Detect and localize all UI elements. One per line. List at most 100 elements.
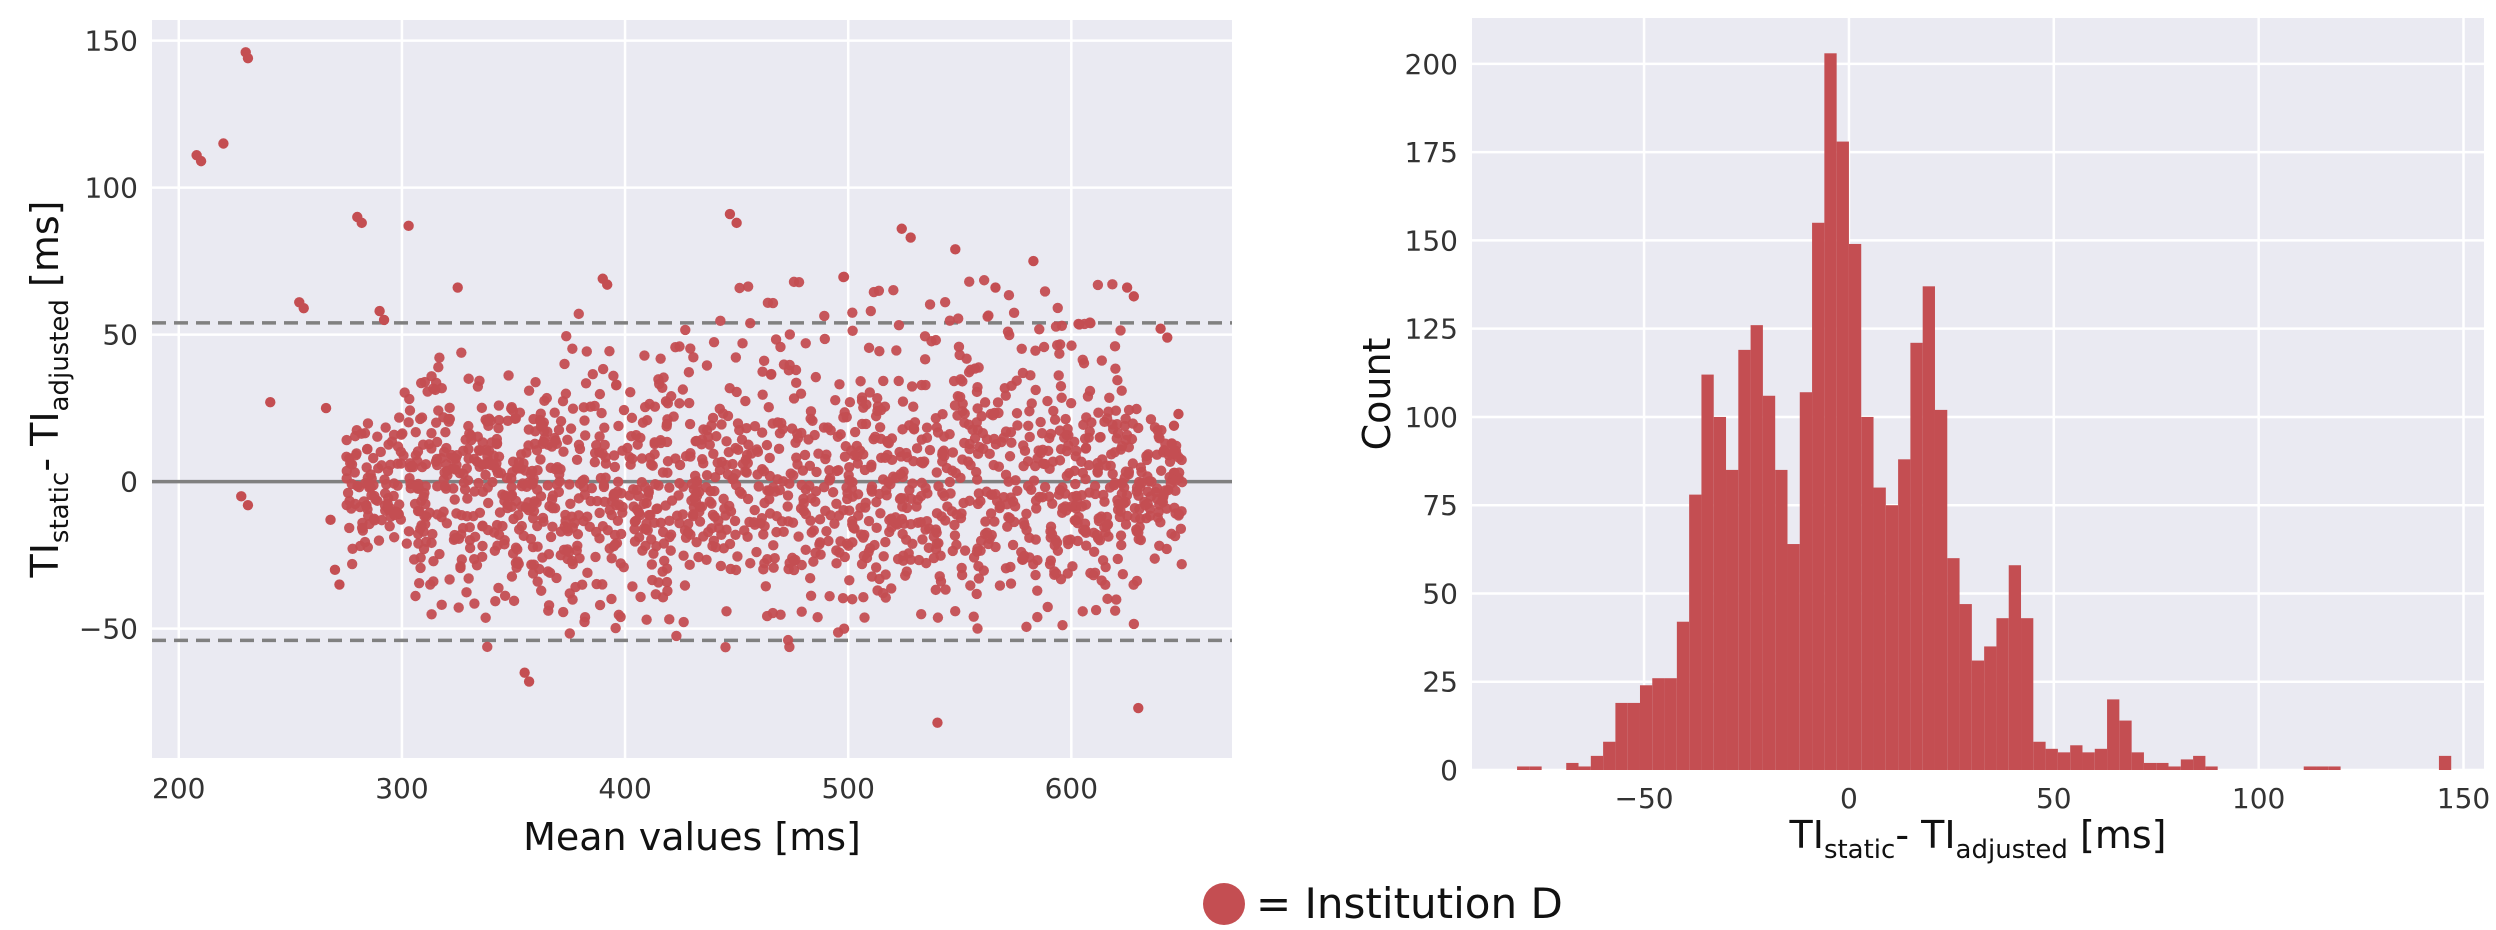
data-point [831, 545, 842, 556]
data-point [959, 545, 971, 556]
data-point [757, 366, 768, 377]
data-point [810, 496, 821, 507]
histogram-bar [1984, 646, 1997, 770]
data-point [1149, 553, 1160, 564]
data-point [298, 302, 309, 314]
data-point [731, 217, 742, 229]
data-point [734, 486, 746, 497]
data-point [749, 504, 760, 516]
histogram-bar [2021, 618, 2034, 770]
data-point [526, 559, 537, 570]
data-point [895, 468, 906, 480]
data-point [701, 360, 713, 371]
data-point [435, 453, 447, 464]
data-point [436, 599, 447, 611]
data-point [1053, 370, 1064, 381]
data-point [744, 516, 755, 528]
data-point [737, 458, 749, 470]
data-point [903, 548, 914, 559]
data-point [444, 402, 455, 414]
data-point [1173, 510, 1184, 521]
histogram-bar [2193, 755, 2206, 770]
histogram-bar [1750, 325, 1763, 770]
data-point [814, 514, 826, 525]
data-point [680, 324, 691, 336]
data-point [1055, 381, 1067, 392]
data-point [741, 467, 752, 478]
data-point [847, 537, 858, 548]
data-point [921, 422, 933, 433]
data-point [635, 591, 646, 603]
data-point [852, 458, 863, 469]
data-point [464, 428, 475, 439]
data-point [932, 612, 944, 623]
data-point [469, 598, 480, 609]
data-point [732, 551, 743, 562]
data-point [648, 548, 659, 559]
data-point [685, 343, 696, 354]
data-point [831, 465, 843, 477]
data-point [720, 641, 731, 653]
data-point [758, 529, 769, 540]
data-point [886, 454, 898, 466]
data-point [844, 462, 855, 473]
data-point [1028, 255, 1039, 267]
data-point [480, 612, 491, 623]
data-point [604, 345, 615, 357]
data-point [973, 362, 984, 373]
data-point [639, 350, 650, 361]
data-point [334, 579, 345, 590]
histogram-bar [2143, 762, 2157, 770]
data-point [1086, 417, 1097, 428]
data-point [615, 611, 626, 623]
data-point [947, 447, 959, 458]
data-point [838, 623, 850, 634]
data-point [640, 540, 651, 552]
histogram-bar [1529, 766, 1542, 770]
data-point [375, 446, 386, 458]
data-point [442, 469, 453, 481]
data-point [876, 452, 887, 463]
data-point [858, 550, 870, 562]
data-point [454, 467, 465, 479]
data-point [542, 480, 553, 491]
data-point [506, 489, 518, 501]
data-point [653, 480, 664, 491]
data-point [444, 574, 455, 585]
data-point [410, 426, 421, 438]
data-point [658, 538, 670, 549]
data-point [919, 331, 931, 342]
data-point [433, 361, 444, 373]
data-point [1036, 428, 1048, 439]
data-point [753, 481, 764, 492]
data-point [218, 138, 229, 149]
histogram-bar [1664, 678, 1677, 770]
data-point [1012, 485, 1023, 496]
histogram-bar [1861, 416, 1874, 770]
histogram-bar [1775, 469, 1788, 770]
data-point [1024, 431, 1035, 443]
data-point [1032, 585, 1043, 596]
data-point [1034, 324, 1045, 335]
data-point [1078, 524, 1089, 536]
data-point [636, 477, 648, 488]
data-point [878, 551, 889, 562]
data-point [422, 386, 433, 397]
data-point [921, 515, 933, 527]
data-point [1133, 702, 1144, 714]
data-point [567, 594, 578, 605]
histogram-bar [1578, 766, 1591, 770]
data-points [191, 47, 1188, 728]
data-point [573, 439, 585, 451]
data-point [658, 372, 669, 383]
data-point [565, 423, 577, 434]
data-point [453, 533, 465, 545]
data-point [1120, 519, 1132, 530]
data-point [562, 434, 573, 445]
data-point [519, 667, 530, 678]
data-point [1136, 477, 1147, 489]
data-point [1152, 424, 1163, 436]
data-point [859, 612, 870, 623]
data-point [1110, 405, 1122, 416]
data-point [359, 536, 371, 548]
